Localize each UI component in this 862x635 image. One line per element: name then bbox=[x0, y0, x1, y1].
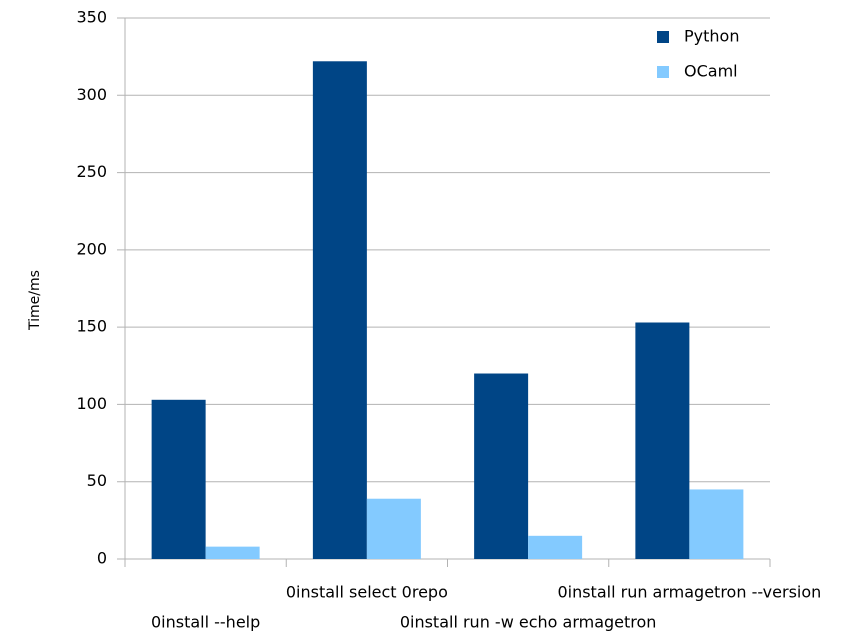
y-tick-label: 300 bbox=[76, 85, 107, 104]
legend-label: OCaml bbox=[684, 62, 738, 81]
bar bbox=[528, 535, 583, 559]
legend-swatch bbox=[657, 66, 669, 78]
bar bbox=[366, 498, 421, 559]
y-tick-label: 200 bbox=[76, 239, 107, 258]
y-tick-label: 50 bbox=[87, 471, 107, 490]
bar bbox=[635, 322, 690, 559]
x-tick-label: 0install --help bbox=[151, 613, 260, 632]
x-tick-label: 0install select 0repo bbox=[286, 583, 448, 602]
x-tick-label: 0install run armagetron --version bbox=[557, 583, 821, 602]
bar bbox=[151, 399, 206, 559]
y-tick-label: 150 bbox=[76, 317, 107, 336]
legend-swatch bbox=[657, 31, 669, 43]
bar bbox=[474, 373, 529, 559]
legend-label: Python bbox=[684, 27, 739, 46]
bar bbox=[312, 61, 367, 559]
y-tick-label: 100 bbox=[76, 394, 107, 413]
x-tick-label: 0install run -w echo armagetron bbox=[400, 613, 657, 632]
y-tick-label: 0 bbox=[97, 549, 107, 568]
y-axis-label: Time/ms bbox=[27, 270, 43, 331]
bar bbox=[205, 546, 260, 559]
y-tick-label: 250 bbox=[76, 162, 107, 181]
y-tick-label: 350 bbox=[76, 8, 107, 27]
bar bbox=[689, 489, 744, 559]
